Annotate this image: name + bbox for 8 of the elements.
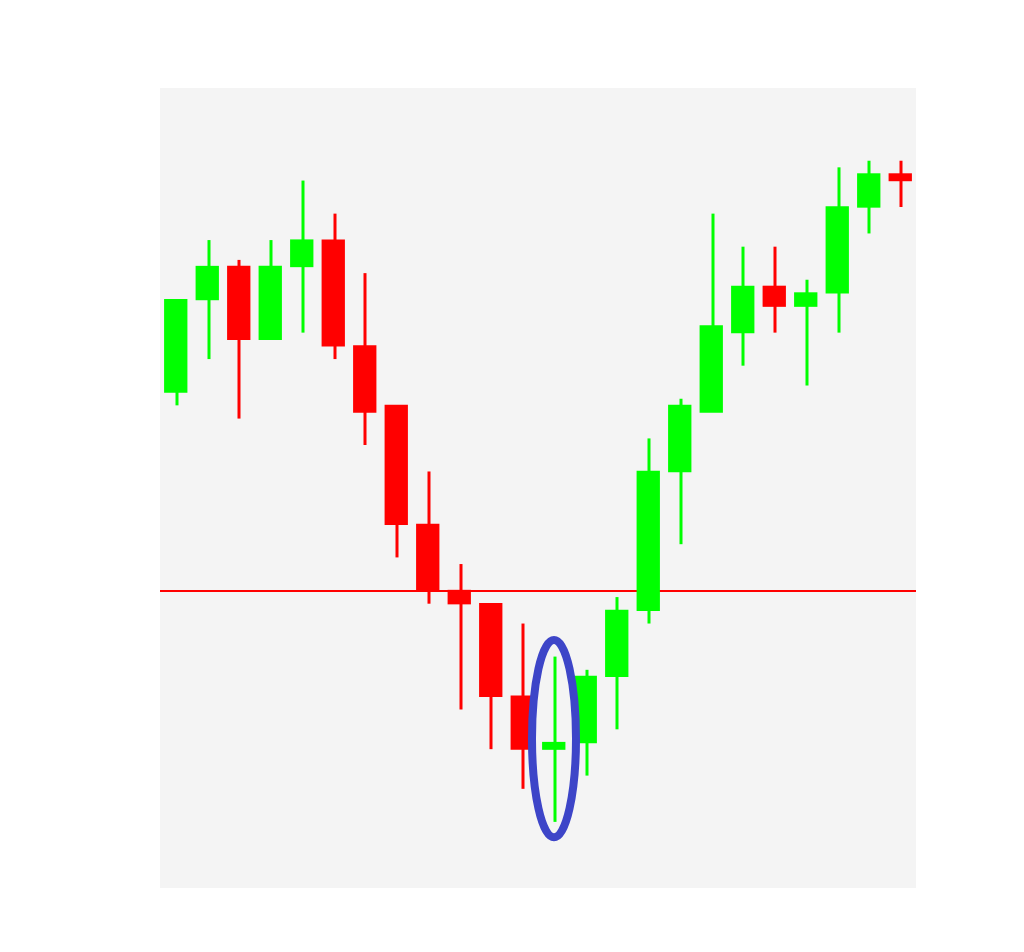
candlestick <box>857 159 881 235</box>
candlestick <box>888 159 912 209</box>
candlestick <box>731 245 755 368</box>
candlestick <box>290 179 314 335</box>
candlestick <box>762 245 786 335</box>
candlestick <box>542 655 566 824</box>
candlestick <box>195 238 219 361</box>
candlestick <box>794 278 818 388</box>
